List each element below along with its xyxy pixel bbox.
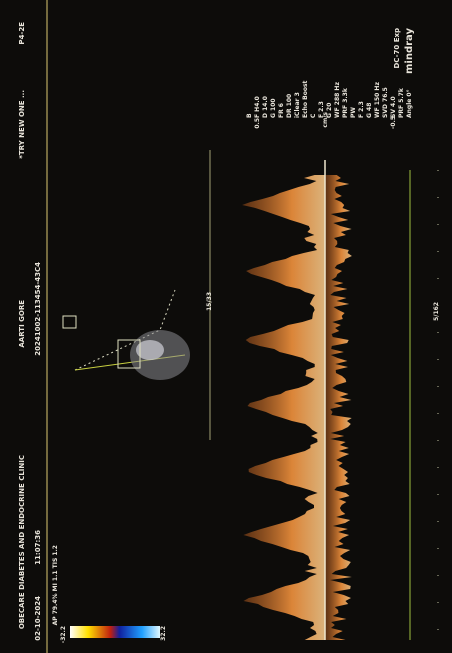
parameter: G 100: [270, 28, 278, 118]
b-mode-sector: [63, 290, 190, 380]
acoustic-output: AP 79.4% MI 1.1 TIS 1.2: [52, 545, 59, 625]
clinic-name: OBECARE DIABETES AND ENDOCRINE CLINIC: [18, 455, 26, 629]
marker-label: 15/33: [206, 292, 213, 311]
colorbar-min: -32.2: [60, 626, 67, 643]
color-bar: [70, 626, 160, 638]
parameter: DR 100: [286, 28, 294, 118]
date: 02-10-2024: [34, 596, 42, 641]
scale-bottom: -0.5: [390, 116, 397, 129]
parameter: F 2.3: [318, 28, 326, 118]
colorbar-max: 32.2: [160, 626, 167, 641]
parameter: Angle 0°: [406, 28, 414, 118]
parameter: WF 288 Hz: [334, 28, 342, 118]
probe: P4-2E: [18, 22, 26, 45]
parameter: FR 6: [278, 28, 286, 118]
parameter: C: [310, 28, 318, 118]
parameter: G 20: [326, 28, 334, 118]
parameter: SVD 76.5: [382, 28, 390, 118]
parameter: Echo Boost: [302, 28, 310, 118]
doppler-spectrum: [242, 175, 352, 640]
exam-id: 20241002-113454-43C4: [34, 262, 42, 356]
scale-top: 0.5: [254, 118, 261, 129]
parameter: PRF 5.7k: [398, 28, 406, 118]
parameter: PRF 3.3k: [342, 28, 350, 118]
patient-name: AARTI GORE: [18, 300, 26, 348]
parameter: WF 150 Hz: [374, 28, 382, 118]
parameter-list: BF H4.0 D 14.0 G 100 FR 6 DR 100 iClear 3 Echo…: [246, 28, 414, 118]
time: 11:07:36: [34, 530, 42, 565]
parameter: F 2.3: [358, 28, 366, 118]
parameter: F H4.0: [254, 28, 262, 118]
parameter: iClear 3: [294, 28, 302, 118]
preset: *TRY NEW ONE ...: [18, 90, 26, 159]
scale-unit: cm/s: [322, 112, 329, 128]
parameter: G 48: [366, 28, 374, 118]
spectrum-envelope: [242, 175, 325, 640]
parameter: D 14.0: [262, 28, 270, 118]
parameter: PW: [350, 28, 358, 118]
marker-label: 5/162: [433, 302, 440, 321]
spectrum-envelope: [325, 175, 352, 640]
parameter: SV 4.0: [390, 28, 398, 118]
parameter: B: [246, 28, 254, 118]
